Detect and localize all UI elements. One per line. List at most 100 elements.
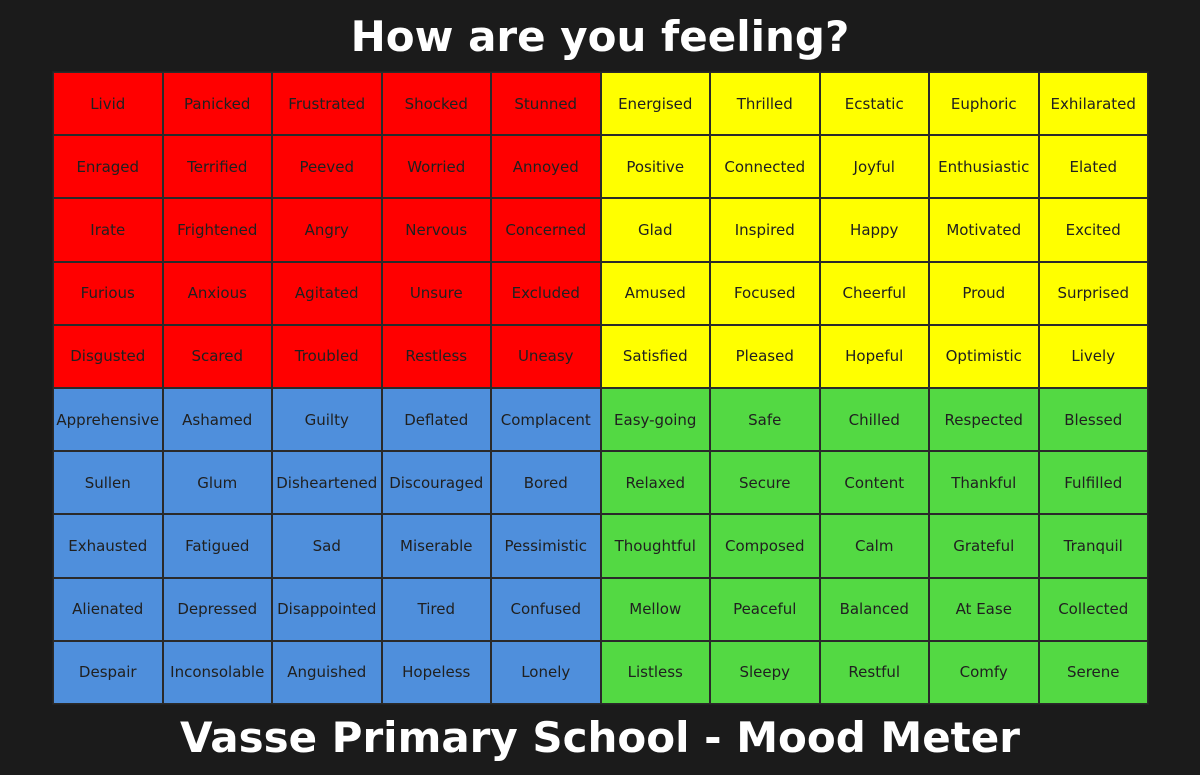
mood-cell-red: Troubled — [272, 324, 382, 388]
mood-cell-yellow: Surprised — [1038, 261, 1148, 325]
mood-cell-green: Tranquil — [1038, 514, 1148, 578]
mood-cell-red: Nervous — [381, 198, 491, 262]
mood-cell-green: Calm — [819, 514, 929, 578]
mood-cell-blue: Discouraged — [381, 451, 491, 515]
mood-cell-yellow: Pleased — [710, 324, 820, 388]
mood-cell-red: Furious — [53, 261, 163, 325]
mood-cell-green: Thoughtful — [600, 514, 710, 578]
mood-cell-yellow: Ecstatic — [819, 72, 929, 136]
mood-cell-red: Panicked — [162, 72, 272, 136]
mood-cell-blue: Bored — [491, 451, 601, 515]
mood-cell-yellow: Optimistic — [929, 324, 1039, 388]
mood-cell-red: Frightened — [162, 198, 272, 262]
mood-cell-red: Anxious — [162, 261, 272, 325]
mood-cell-blue: Guilty — [272, 388, 382, 452]
mood-cell-green: Sleepy — [710, 640, 820, 704]
mood-cell-yellow: Amused — [600, 261, 710, 325]
mood-cell-green: Chilled — [819, 388, 929, 452]
mood-cell-green: At Ease — [929, 577, 1039, 641]
page-footer: Vasse Primary School - Mood Meter — [180, 713, 1020, 762]
mood-cell-blue: Despair — [53, 640, 163, 704]
mood-cell-blue: Miserable — [381, 514, 491, 578]
mood-cell-blue: Alienated — [53, 577, 163, 641]
mood-cell-yellow: Proud — [929, 261, 1039, 325]
mood-cell-red: Livid — [53, 72, 163, 136]
mood-cell-green: Restful — [819, 640, 929, 704]
mood-cell-green: Secure — [710, 451, 820, 515]
mood-cell-blue: Fatigued — [162, 514, 272, 578]
mood-cell-yellow: Cheerful — [819, 261, 929, 325]
mood-cell-blue: Sad — [272, 514, 382, 578]
mood-cell-blue: Inconsolable — [162, 640, 272, 704]
mood-cell-red: Agitated — [272, 261, 382, 325]
mood-cell-yellow: Enthusiastic — [929, 135, 1039, 199]
mood-cell-green: Serene — [1038, 640, 1148, 704]
mood-cell-red: Scared — [162, 324, 272, 388]
mood-cell-red: Concerned — [491, 198, 601, 262]
mood-cell-yellow: Thrilled — [710, 72, 820, 136]
mood-cell-green: Respected — [929, 388, 1039, 452]
mood-cell-red: Irate — [53, 198, 163, 262]
mood-cell-blue: Deflated — [381, 388, 491, 452]
mood-cell-green: Grateful — [929, 514, 1039, 578]
mood-cell-blue: Sullen — [53, 451, 163, 515]
mood-cell-green: Relaxed — [600, 451, 710, 515]
mood-cell-green: Composed — [710, 514, 820, 578]
mood-cell-yellow: Inspired — [710, 198, 820, 262]
mood-cell-red: Peeved — [272, 135, 382, 199]
mood-cell-red: Annoyed — [491, 135, 601, 199]
mood-cell-red: Angry — [272, 198, 382, 262]
mood-cell-red: Restless — [381, 324, 491, 388]
mood-cell-green: Easy-going — [600, 388, 710, 452]
mood-cell-green: Fulfilled — [1038, 451, 1148, 515]
mood-cell-red: Worried — [381, 135, 491, 199]
mood-cell-yellow: Joyful — [819, 135, 929, 199]
mood-cell-blue: Pessimistic — [491, 514, 601, 578]
mood-cell-green: Thankful — [929, 451, 1039, 515]
mood-cell-yellow: Hopeful — [819, 324, 929, 388]
mood-cell-green: Balanced — [819, 577, 929, 641]
mood-cell-yellow: Excited — [1038, 198, 1148, 262]
mood-cell-yellow: Euphoric — [929, 72, 1039, 136]
mood-cell-yellow: Satisfied — [600, 324, 710, 388]
mood-cell-blue: Ashamed — [162, 388, 272, 452]
mood-cell-red: Disgusted — [53, 324, 163, 388]
mood-cell-red: Terrified — [162, 135, 272, 199]
mood-cell-green: Blessed — [1038, 388, 1148, 452]
mood-cell-yellow: Focused — [710, 261, 820, 325]
mood-cell-yellow: Connected — [710, 135, 820, 199]
mood-cell-yellow: Happy — [819, 198, 929, 262]
mood-cell-yellow: Positive — [600, 135, 710, 199]
mood-cell-green: Comfy — [929, 640, 1039, 704]
mood-cell-red: Uneasy — [491, 324, 601, 388]
mood-cell-blue: Disheartened — [272, 451, 382, 515]
mood-cell-blue: Glum — [162, 451, 272, 515]
mood-cell-red: Unsure — [381, 261, 491, 325]
mood-cell-green: Content — [819, 451, 929, 515]
mood-cell-red: Stunned — [491, 72, 601, 136]
mood-cell-blue: Lonely — [491, 640, 601, 704]
mood-cell-green: Mellow — [600, 577, 710, 641]
mood-cell-blue: Depressed — [162, 577, 272, 641]
mood-cell-blue: Confused — [491, 577, 601, 641]
page-title: How are you feeling? — [350, 12, 850, 61]
mood-cell-yellow: Exhilarated — [1038, 72, 1148, 136]
mood-cell-green: Safe — [710, 388, 820, 452]
mood-cell-blue: Tired — [381, 577, 491, 641]
mood-cell-yellow: Elated — [1038, 135, 1148, 199]
mood-cell-blue: Apprehensive — [53, 388, 163, 452]
mood-cell-red: Enraged — [53, 135, 163, 199]
mood-cell-yellow: Energised — [600, 72, 710, 136]
mood-cell-blue: Hopeless — [381, 640, 491, 704]
mood-cell-red: Frustrated — [272, 72, 382, 136]
mood-cell-blue: Complacent — [491, 388, 601, 452]
mood-cell-blue: Disappointed — [272, 577, 382, 641]
mood-cell-yellow: Glad — [600, 198, 710, 262]
mood-cell-red: Shocked — [381, 72, 491, 136]
mood-cell-green: Peaceful — [710, 577, 820, 641]
mood-cell-green: Listless — [600, 640, 710, 704]
mood-cell-green: Collected — [1038, 577, 1148, 641]
mood-grid: Livid Panicked Frustrated Shocked Stunned Ene… — [52, 71, 1149, 705]
mood-cell-blue: Exhausted — [53, 514, 163, 578]
